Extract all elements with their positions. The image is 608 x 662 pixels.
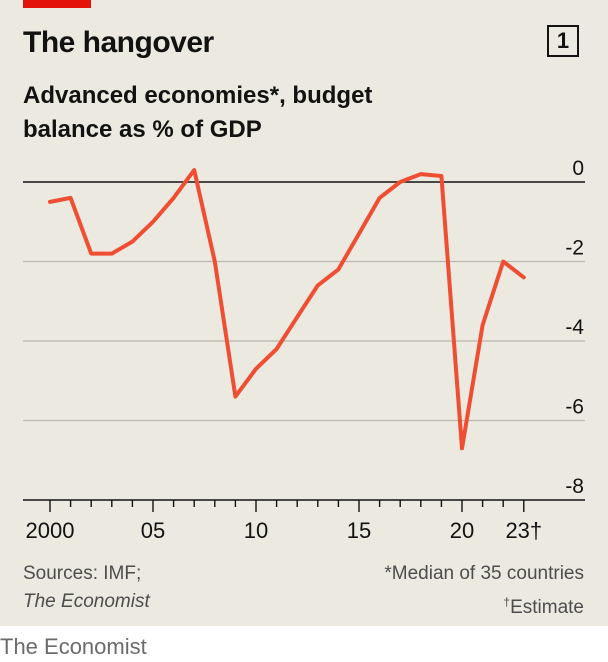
line-chart: 0 -2 -4 -6 -8 2000 05 10 15 20 23†	[23, 157, 585, 543]
series-line-budget-balance	[48, 168, 526, 451]
y-tick-label: -4	[565, 316, 584, 339]
sources-left: Sources: IMF; The Economist	[23, 560, 150, 616]
note-estimate-mark: †	[503, 595, 511, 609]
chart-subtitle: Advanced economies*, budget balance as %…	[23, 82, 373, 143]
sources-line: Sources: IMF;	[23, 563, 142, 584]
chart-title: The hangover	[23, 26, 214, 59]
brand-red-tag	[23, 0, 91, 8]
sources-notes: *Median of 35 countries †Estimate	[384, 560, 584, 622]
x-tick-label: 23†	[505, 518, 542, 543]
x-tick-label: 10	[244, 518, 268, 543]
y-tick-label: -8	[565, 475, 584, 498]
note-estimate: Estimate	[510, 597, 584, 618]
y-tick-label: -6	[565, 396, 584, 419]
chart-panel: The hangover 1 Advanced economies*, budg…	[0, 0, 608, 626]
y-tick-label: -2	[565, 237, 584, 260]
sources-publisher: The Economist	[23, 591, 150, 612]
x-tick-label: 20	[450, 518, 474, 543]
chart-number-badge: 1	[547, 25, 579, 57]
x-tick-label: 05	[141, 518, 165, 543]
note-estimate-row: †Estimate	[384, 588, 584, 622]
note-median: *Median of 35 countries	[384, 563, 584, 584]
x-tick-label: 15	[347, 518, 371, 543]
footer-brand: The Economist	[0, 634, 147, 659]
x-tick-label: 2000	[26, 518, 75, 543]
y-tick-label: 0	[572, 157, 584, 180]
